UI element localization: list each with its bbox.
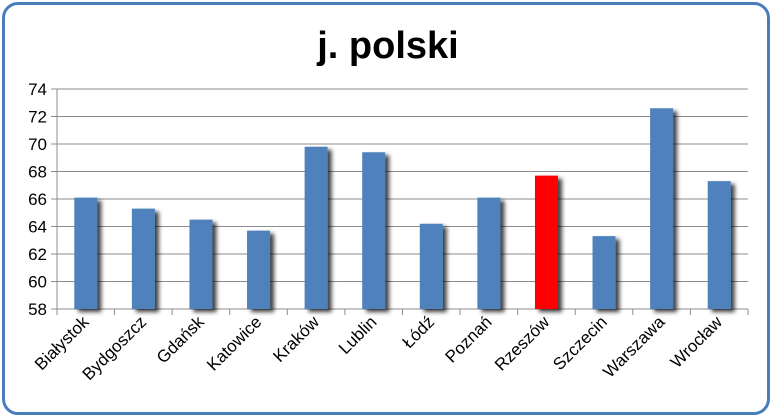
x-tick-label: Katowice [203, 312, 265, 374]
bar-Lublin [362, 152, 386, 309]
y-tick-label: 66 [28, 190, 47, 209]
bars [74, 108, 731, 309]
bar-Łódź [419, 223, 443, 309]
x-tick-label: Rzeszów [491, 312, 554, 375]
bar-Białystok [74, 197, 98, 309]
y-tick-label: 74 [28, 80, 47, 99]
chart: j. polski 586062646668707274BiałystokByd… [28, 25, 749, 384]
y-tick-label: 70 [28, 135, 47, 154]
chart-title: j. polski [316, 25, 458, 67]
x-tick-label: Gdańsk [153, 312, 208, 367]
bar-Warszawa [650, 108, 674, 309]
x-tick-label: Wrocław [667, 312, 727, 372]
y-tick-label: 58 [28, 300, 47, 319]
gridlines [57, 88, 748, 310]
bar-Kraków [304, 146, 328, 309]
x-tick-label: Łódź [399, 312, 439, 352]
x-tick-label: Warszawa [599, 312, 668, 381]
axes [51, 88, 749, 315]
bar-Bydgoszcz [131, 208, 155, 309]
x-tick-label: Poznań [441, 312, 495, 366]
bar-Szczecin [592, 236, 616, 309]
y-tick-label: 62 [28, 245, 47, 264]
x-tick-label: Lublin [335, 312, 381, 358]
y-tick-label: 60 [28, 273, 47, 292]
bar-Katowice [247, 230, 271, 309]
bar-Poznań [477, 197, 501, 309]
bar-Wrocław [707, 181, 731, 309]
y-tick-label: 72 [28, 108, 47, 127]
y-tick-label: 68 [28, 163, 47, 182]
bar-Gdańsk [189, 219, 213, 309]
y-tick-label: 64 [28, 218, 47, 237]
x-tick-label: Kraków [269, 312, 323, 366]
bar-Rzeszów [534, 175, 558, 309]
